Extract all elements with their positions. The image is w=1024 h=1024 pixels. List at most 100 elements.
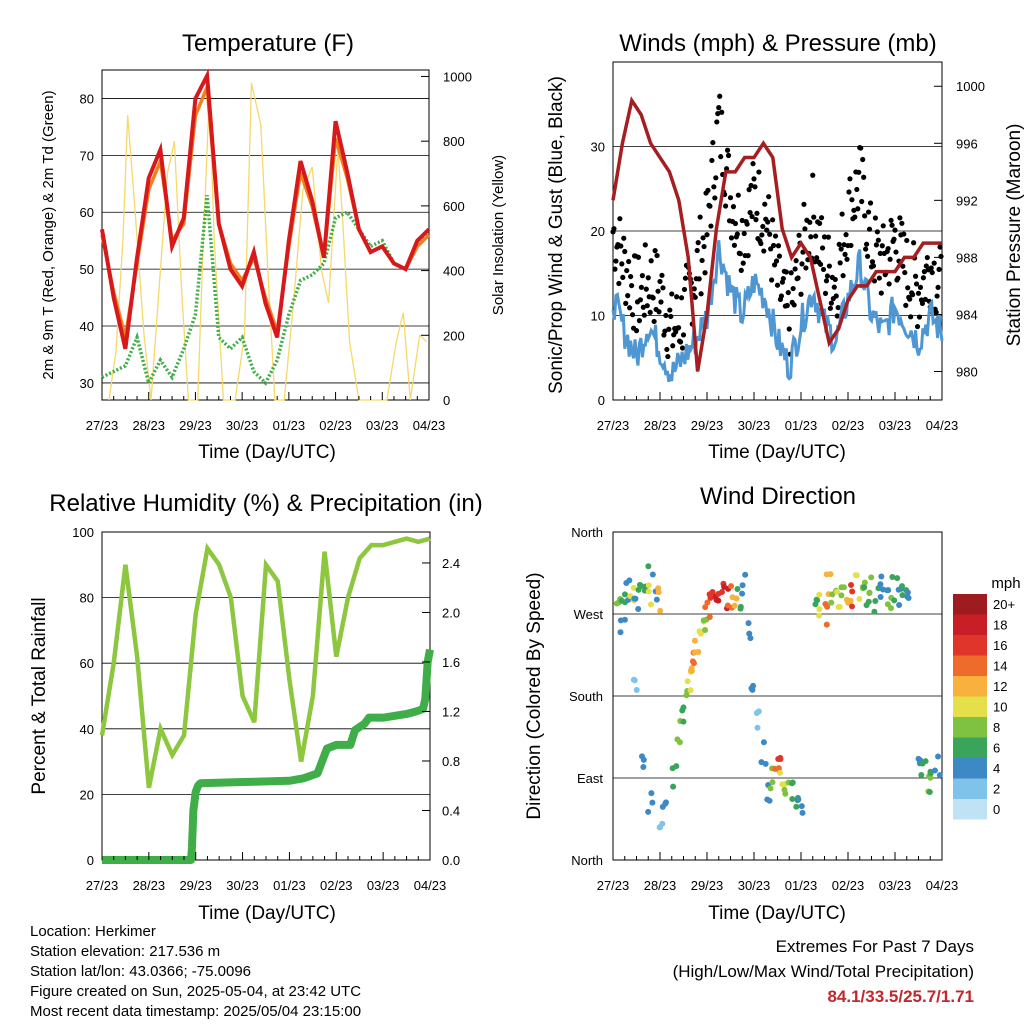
direction-xlabel: Time (Day/UTC) [708, 903, 846, 924]
direction-point [688, 667, 695, 674]
gust-point [784, 302, 790, 309]
direction-point [918, 772, 925, 779]
gust-point [714, 119, 720, 125]
direction-point [745, 620, 752, 627]
temperature-panel: Temperature (F) 27/23 28/23 29/23 30/23 01/2… [40, 30, 507, 463]
y2-tick-label: 980 [956, 364, 978, 379]
direction-point [638, 753, 645, 760]
gust-point [648, 258, 654, 264]
gust-point [664, 346, 670, 353]
gust-point [861, 174, 867, 180]
direction-point [626, 577, 633, 584]
direction-point [746, 630, 753, 637]
gust-point [871, 278, 878, 284]
direction-point [691, 637, 698, 644]
gust-point [901, 231, 907, 237]
gust-point [633, 328, 640, 334]
gust-point [908, 314, 914, 320]
gust-point [824, 273, 831, 279]
gust-point [837, 260, 843, 266]
gust-point [831, 284, 837, 290]
gust-point [821, 234, 828, 240]
gust-point [772, 233, 779, 239]
gust-point [905, 285, 911, 291]
gust-point [679, 345, 686, 351]
x-tick-label: 27/23 [86, 418, 119, 433]
gust-point [935, 284, 941, 291]
gust-point [762, 201, 768, 207]
gust-point [819, 245, 826, 251]
gust-point [667, 307, 673, 313]
gust-point [625, 293, 631, 299]
direction-point [781, 786, 788, 793]
gust-point [874, 229, 880, 235]
data-timestamp: Most recent data timestamp: 2025/05/04 2… [30, 1003, 362, 1020]
direction-point [813, 596, 820, 603]
gust-point [836, 241, 842, 247]
x-tick-label: 03/23 [879, 878, 912, 893]
gust-point [786, 326, 792, 332]
gust-point [913, 281, 920, 287]
gust-point [851, 207, 857, 213]
gust-point [696, 276, 702, 282]
gust-point [872, 215, 879, 221]
gust-point [661, 332, 667, 338]
y-tick-label: 80 [80, 91, 94, 106]
gust-point [712, 195, 718, 201]
gust-point [817, 220, 823, 227]
gust-point [920, 275, 926, 281]
temperature-ylabel-right: Solar Insolation (Yellow) [490, 155, 507, 315]
humidity-xlabel: Time (Day/UTC) [198, 903, 336, 924]
direction-point [630, 676, 637, 683]
gust-point [740, 260, 746, 266]
gust-point [924, 254, 930, 261]
direction-point [645, 588, 652, 595]
gust-point [907, 296, 913, 302]
direction-point [676, 739, 683, 746]
direction-point [927, 770, 934, 777]
direction-point [655, 585, 662, 592]
direction-point [866, 590, 873, 597]
gust-point [810, 172, 816, 178]
gust-point [692, 294, 698, 300]
gust-point [835, 304, 841, 311]
direction-point [769, 779, 776, 786]
direction-point [750, 682, 757, 689]
gust-point [916, 314, 923, 320]
gust-point [734, 231, 740, 237]
gust-point [855, 206, 861, 212]
gust-point [818, 215, 825, 221]
gust-point [778, 293, 785, 299]
gust-point [839, 211, 845, 217]
direction-point [878, 573, 885, 580]
gust-point [738, 267, 744, 273]
gust-point [723, 203, 729, 209]
direction-point [754, 724, 761, 731]
rh-line [99, 536, 431, 789]
direction-point [737, 603, 744, 610]
direction-point [877, 594, 884, 601]
gust-point [783, 269, 789, 275]
direction-point [662, 799, 669, 806]
colorbar-swatch [953, 696, 987, 717]
gust-point [709, 157, 715, 164]
station-location: Location: Herkimer [30, 923, 156, 940]
gust-point [642, 242, 648, 248]
y2-tick-label: 0.4 [442, 803, 460, 818]
gust-point [838, 246, 844, 252]
gust-point [698, 291, 704, 297]
x-tick-label: 01/23 [785, 878, 818, 893]
gust-point [749, 213, 755, 220]
x-tick-label: 27/23 [597, 418, 630, 433]
gust-point [701, 243, 707, 250]
gust-point [795, 275, 801, 281]
colorbar-swatch [953, 655, 987, 676]
direction-point [753, 709, 760, 716]
gust-point [713, 175, 719, 181]
direction-point [899, 592, 906, 599]
gust-point [802, 226, 808, 232]
gust-point [732, 220, 738, 227]
x-tick-label: 02/23 [319, 418, 352, 433]
direction-point [683, 692, 690, 699]
